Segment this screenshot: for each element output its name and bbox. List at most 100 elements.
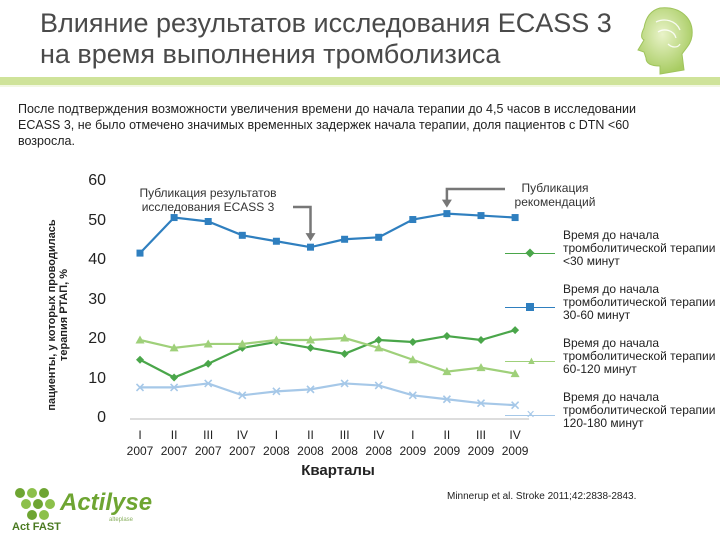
legend-marker-icon: ▲ <box>526 355 537 367</box>
annotation-ecass3-arrow <box>293 205 316 242</box>
series-0-point-1 <box>170 373 179 382</box>
annotation-ecass3-arrow-line <box>293 205 312 240</box>
legend-item-3: ✕ Время до начала тромболитической терапи… <box>505 391 720 441</box>
legend-marker-icon: ✕ <box>526 409 536 421</box>
series-3-point-8 <box>408 391 417 400</box>
legend-item-2: ▲ Время до начала тромболитической терапи… <box>505 337 720 387</box>
series-0-point-7 <box>374 336 383 344</box>
series-0-point-9 <box>442 332 451 341</box>
citation: Minnerup et al. Stroke 2011;42:2838-2843… <box>447 491 637 502</box>
series-3-point-0 <box>135 383 145 392</box>
series-1-point-0 <box>136 249 144 257</box>
series-1-point-5 <box>307 243 314 251</box>
series-3-point-9 <box>442 395 451 404</box>
series-3-point-1 <box>170 383 179 392</box>
x-tick-quarter: IV <box>373 428 385 442</box>
annotation-ecass3-arrow-head <box>305 233 316 242</box>
x-tick-year: 2007 <box>194 444 222 458</box>
x-tick-quarter: II <box>307 428 314 442</box>
series-0-point-11 <box>511 326 520 335</box>
logo-tagline: Act FAST <box>12 521 61 533</box>
series-1-point-1 <box>170 214 178 222</box>
x-tick-year: 2009 <box>501 444 529 458</box>
x-tick-quarter: IV <box>509 428 521 442</box>
legend-line <box>505 415 555 416</box>
series-1-point-8 <box>409 216 417 224</box>
intro-paragraph: После подтверждения возможности увеличен… <box>18 102 636 148</box>
series-3-point-6 <box>340 379 349 388</box>
series-1-point-2 <box>204 218 212 225</box>
x-tick-year: 2007 <box>126 444 154 458</box>
y-tick-label: 30 <box>88 290 106 308</box>
logo-mark-icon <box>15 488 55 520</box>
slide-title-line2: на время выполнения тромболизиса <box>40 39 501 69</box>
series-3-point-5 <box>306 385 315 394</box>
series-1-point-3 <box>238 231 246 239</box>
header-rule-highlight <box>0 85 720 87</box>
series-1-point-6 <box>341 235 349 243</box>
legend-marker-icon <box>525 248 535 258</box>
series-line-1 <box>139 212 516 254</box>
y-tick-label: 20 <box>88 330 106 347</box>
series-2-point-7 <box>374 343 384 352</box>
series-0-point-10 <box>477 336 485 344</box>
legend-item-0: Время до начала тромболитической терапии… <box>505 229 720 279</box>
slide-title-line1: Влияние результатов исследования ECASS 3 <box>40 8 612 38</box>
series-0-point-5 <box>306 343 315 352</box>
series-2-point-2 <box>203 339 213 348</box>
slide-title: Влияние результатов исследования ECASS 3… <box>40 8 612 70</box>
series-1-point-7 <box>375 233 383 241</box>
annotation-ecass3: Публикация результатов исследования ECAS… <box>139 186 277 214</box>
y-tick-label: 10 <box>88 369 106 387</box>
annotation-recommendations-arrow <box>441 187 505 208</box>
y-tick-label: 40 <box>88 251 106 268</box>
series-1-point-11 <box>511 214 519 222</box>
legend-label: Время до начала тромболитической терапии… <box>563 282 716 322</box>
x-axis-label: Кварталы <box>301 462 375 479</box>
x-tick-year: 2009 <box>433 444 461 458</box>
series-line-3 <box>140 382 516 407</box>
x-tick-year: 2007 <box>228 444 256 458</box>
x-tick-quarter: III <box>339 428 350 442</box>
series-3-point-11 <box>511 401 520 410</box>
y-tick-label: 0 <box>97 409 106 426</box>
legend-label: Время до начала тромболитической терапии… <box>563 336 716 376</box>
x-tick-quarter: I <box>274 428 279 442</box>
series-line-2 <box>139 336 516 375</box>
series-1-point-9 <box>443 210 451 218</box>
legend-marker-icon <box>526 303 534 311</box>
series-2-point-0 <box>135 335 145 344</box>
legend-item-1: Время до начала тромболитической терапии… <box>505 283 720 333</box>
legend-label: Время до начала тромболитической терапии… <box>563 390 716 430</box>
series-2-point-11 <box>510 369 520 378</box>
y-axis-label: пациенты, у которых проводилась терапия … <box>46 219 70 411</box>
series-3-point-10 <box>476 399 486 408</box>
annotation-recommendations-arrow-head <box>441 199 452 208</box>
series-2-point-9 <box>442 367 452 376</box>
x-tick-quarter: IV <box>236 428 248 442</box>
series-2-point-6 <box>340 333 350 342</box>
series-3-point-2 <box>204 379 213 388</box>
x-tick-quarter: III <box>475 428 486 442</box>
x-tick-year: 2008 <box>331 444 358 458</box>
legend-label: Время до начала тромболитической терапии… <box>563 228 716 268</box>
x-tick-quarter: III <box>203 428 214 442</box>
x-tick-year: 2009 <box>467 444 495 458</box>
series-2-point-3 <box>237 339 247 348</box>
series-1-point-10 <box>477 212 485 220</box>
x-tick-quarter: II <box>443 428 451 442</box>
series-2-point-1 <box>169 343 179 352</box>
y-tick-label: 50 <box>88 211 106 229</box>
series-3-point-7 <box>374 381 383 390</box>
annotation-recommendations-arrow-line <box>445 187 505 206</box>
series-2-point-8 <box>408 355 418 364</box>
series-0-point-6 <box>340 349 349 358</box>
x-tick-year: 2008 <box>263 444 290 458</box>
series-0-point-8 <box>408 337 417 346</box>
logo-sub: alteplase <box>109 517 134 523</box>
series-0-point-0 <box>136 355 144 364</box>
x-tick-year: 2008 <box>297 444 324 458</box>
x-tick-year: 2009 <box>399 444 427 458</box>
actilyse-logo: Actilyse alteplase Act FAST <box>8 485 152 540</box>
series-3-point-3 <box>238 391 247 400</box>
